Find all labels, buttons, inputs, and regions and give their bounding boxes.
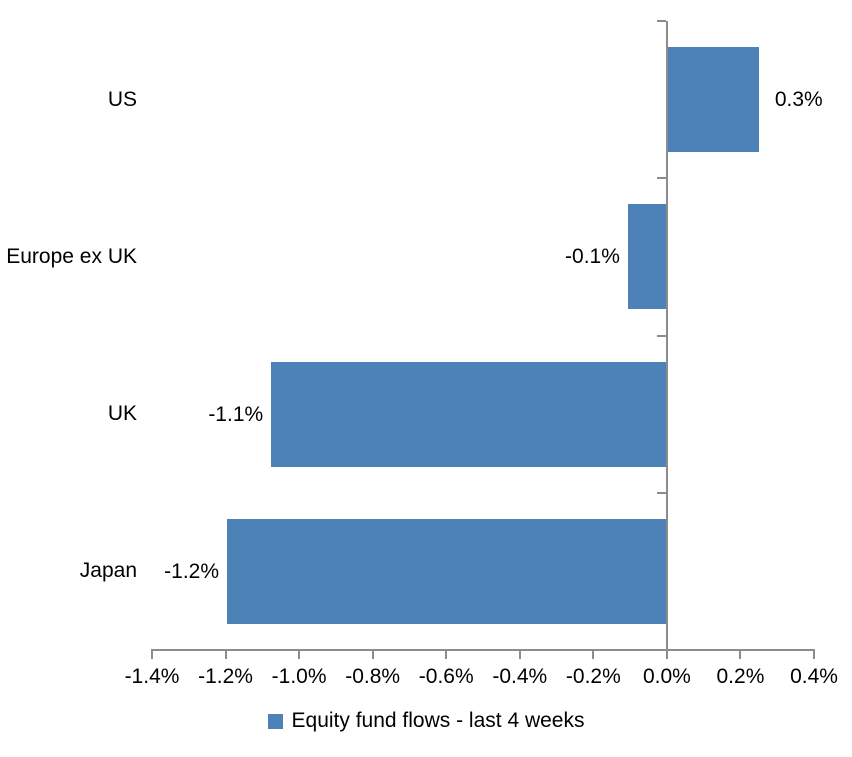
bar-europe-ex-uk bbox=[627, 204, 667, 310]
zero-axis-line bbox=[665, 21, 668, 658]
x-tick--0-8- bbox=[371, 651, 374, 659]
x-tick--0-2- bbox=[592, 651, 595, 659]
x-axis-line bbox=[151, 649, 815, 651]
x-tick--0-6- bbox=[445, 651, 448, 659]
bar-us bbox=[666, 47, 759, 153]
x-tick-label--1-4-: -1.4% bbox=[124, 665, 180, 688]
y-axis-tick bbox=[656, 491, 666, 494]
x-tick-label--0-4-: -0.4% bbox=[492, 665, 548, 688]
x-tick-label--0-6-: -0.6% bbox=[418, 665, 474, 688]
data-label-europe-ex-uk: -0.1% bbox=[565, 245, 620, 269]
x-tick-label--1-0-: -1.0% bbox=[271, 665, 327, 688]
x-tick-label--0-2-: -0.2% bbox=[565, 665, 621, 688]
category-label-us: US bbox=[107, 87, 137, 111]
category-label-uk: UK bbox=[107, 402, 137, 426]
x-tick-label-0-0-: 0.0% bbox=[642, 665, 691, 688]
x-tick-label-0-2-: 0.2% bbox=[716, 665, 765, 688]
x-tick-0-2- bbox=[739, 651, 742, 659]
category-label-japan: Japan bbox=[79, 559, 137, 583]
y-axis-tick bbox=[656, 177, 666, 180]
x-tick-label--1-2-: -1.2% bbox=[198, 665, 253, 688]
category-label-europe-ex-uk: Europe ex UK bbox=[6, 244, 137, 268]
legend: Equity fund flows - last 4 weeks bbox=[0, 709, 852, 733]
data-label-us: 0.3% bbox=[774, 88, 823, 112]
legend-label: Equity fund flows - last 4 weeks bbox=[291, 709, 585, 732]
bar-uk bbox=[271, 361, 667, 467]
y-axis-tick bbox=[656, 334, 666, 337]
x-tick--1-4- bbox=[151, 651, 153, 659]
y-axis-tick bbox=[656, 20, 666, 22]
x-tick--0-4- bbox=[518, 651, 521, 659]
x-tick--1-0- bbox=[298, 651, 301, 659]
x-tick--1-2- bbox=[224, 651, 227, 659]
legend-color-swatch bbox=[267, 713, 283, 729]
x-tick-label--0-8-: -0.8% bbox=[345, 665, 401, 688]
data-label-uk: -1.1% bbox=[208, 402, 264, 426]
data-label-japan: -1.2% bbox=[164, 559, 220, 583]
bar-japan bbox=[227, 518, 667, 624]
x-tick-0-4- bbox=[813, 651, 815, 659]
x-tick-label-0-4-: 0.4% bbox=[790, 665, 838, 688]
